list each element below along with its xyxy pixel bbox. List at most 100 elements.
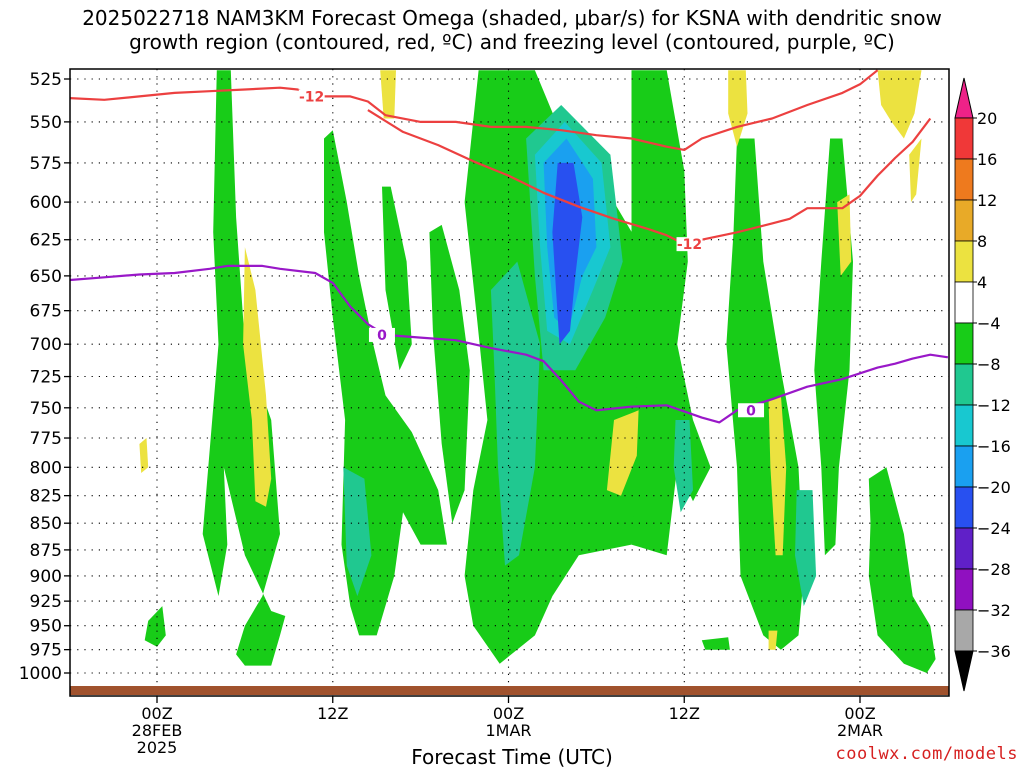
colorbar-bin [954,281,974,324]
colorbar-bin [954,117,974,160]
colorbar-tick-label: 16 [977,150,997,169]
colorbar-bin [954,322,974,365]
colorbar-tick-label: −36 [977,642,1011,661]
omega-shade-area [606,410,639,496]
omega-shade-area [868,467,936,673]
y-tick-label: 750 [30,399,62,419]
y-tick-label: 825 [30,487,62,507]
contour-label: 0 [746,403,756,419]
omega-shade-area [552,162,583,345]
freezing-level-contour [70,264,949,424]
omega-shade-area [490,261,541,566]
omega-shade-area [768,395,787,556]
x-tick-label: 12Z [317,704,348,723]
omega-shade-area [139,438,149,473]
x-tick-label: 28FEB [132,721,183,740]
omega-shade-area [202,70,286,666]
y-tick-label: 600 [30,193,62,213]
terrain-strip [70,686,949,695]
omega-shade-area [382,186,412,371]
colorbar-tick-label: 12 [977,191,997,210]
colorbar-tick-label: 8 [977,232,987,251]
y-tick-label: 875 [30,541,62,561]
colorbar-bin [954,240,974,283]
colorbar-tick-label: −4 [977,314,1001,333]
grid [70,69,949,696]
y-tick-label: 550 [30,113,62,133]
contour-label: 0 [377,328,387,344]
omega-shade-area [0,70,18,276]
colorbar-bin [954,568,974,611]
x-tick-label: 00Z [844,704,875,723]
colorbar-tick-label: −24 [977,519,1011,538]
omega-shade-area [909,138,922,203]
omega-shade-area [701,637,730,650]
colorbar-bin [954,445,974,488]
y-tick-label: 650 [30,267,62,287]
x-tick-label: 00Z [141,704,172,723]
y-tick-label: 850 [30,514,62,534]
y-tick-label: 525 [30,70,62,90]
y-tick-label: 675 [30,302,62,322]
omega-shade-area [243,247,272,507]
colorbar-bin [954,486,974,529]
credit-text[interactable]: coolwx.com/models [835,744,1018,764]
colorbar-tick-label: 4 [977,273,987,292]
colorbar-bin [954,158,974,201]
contour-label-bg [676,237,703,252]
y-tick-label: 800 [30,458,62,478]
omega-shade-area [877,70,922,139]
colorbar-max-arrow [954,77,974,119]
omega-shade-area [673,420,693,513]
chart-title-line1: 2025022718 NAM3KM Forecast Omega (shaded… [82,6,942,30]
y-tick-label: 900 [30,567,62,587]
colorbar: 20 16 12 8 4 −4 −8 −12 −16 −20 −24 −28 −32 −36 [954,77,1011,692]
chart-title-line2: growth region (contoured, red, ºC) and f… [129,30,895,54]
omega-shade-area [728,70,748,147]
colorbar-tick-label: −8 [977,355,1001,374]
omega-shade-area [631,70,711,556]
omega-shade-area [343,467,372,597]
colorbar-bin [954,363,974,406]
x-tick-label: 12Z [669,704,700,723]
contour-label: -12 [677,237,702,253]
omega-shade-area [144,606,166,647]
colorbar-bin [954,527,974,570]
contour-label-bg [298,89,325,104]
x-tick-label: 2MAR [837,721,883,740]
y-tick-label: 625 [30,231,62,251]
contour-label-bg [738,403,765,418]
contours: -12 -12 0 0 [70,69,949,424]
x-tick-label: 2025 [137,738,178,757]
contour-label-bg [368,327,395,342]
y-tick-label: 775 [30,429,62,449]
colorbar-bin [954,609,974,652]
omega-shading [0,70,936,673]
colorbar-tick-label: 20 [977,109,997,128]
y-tick-label: 950 [30,617,62,637]
omega-shade-area [380,70,396,119]
y-tick-label: 925 [30,592,62,612]
contour-label: -12 [299,89,324,105]
y-tick-label: 725 [30,368,62,388]
colorbar-tick-label: −20 [977,478,1011,497]
colorbar-min-arrow [954,650,974,692]
omega-shade-area [837,194,852,276]
x-axis-label: Forecast Time (UTC) [411,745,613,769]
omega-shade-area [768,630,778,650]
y-tick-label: 975 [30,641,62,661]
terrain-fill [70,686,949,695]
y-axis: 525 550 575 600 625 650 675 700 725 750 775 800 825 8… [19,70,70,684]
x-tick-label: 00Z [493,704,524,723]
colorbar-tick-label: −16 [977,437,1011,456]
omega-shade-area [726,138,804,650]
omega-shade-area [429,224,470,524]
colorbar-tick-label: −12 [977,396,1011,415]
colorbar-tick-label: −28 [977,560,1011,579]
y-tick-label: 700 [30,335,62,355]
x-tick-label: 1MAR [485,721,531,740]
plot-frame [69,68,950,697]
snow-growth-contour [70,69,879,151]
